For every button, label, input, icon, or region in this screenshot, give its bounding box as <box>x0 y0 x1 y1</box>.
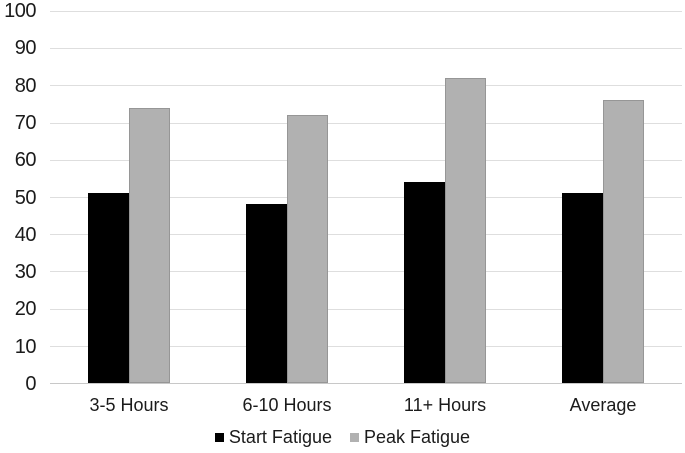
legend-item-peak-fatigue: Peak Fatigue <box>349 427 471 448</box>
y-axis-tick-label: 20 <box>14 298 37 321</box>
y-axis-tick-label: 40 <box>14 223 37 246</box>
bar-group <box>366 11 524 383</box>
y-axis-tick-label: 70 <box>14 111 37 134</box>
gridline <box>50 11 682 12</box>
gridline <box>50 271 682 273</box>
plot-area <box>50 11 682 384</box>
y-axis-tick-label: 100 <box>4 0 36 22</box>
gridline <box>50 122 682 124</box>
bar-groups <box>50 11 682 383</box>
gridline <box>50 345 682 347</box>
x-axis-label: 3-5 Hours <box>89 395 169 415</box>
start-fatigue-swatch-icon <box>214 433 224 442</box>
y-axis-tick-label: 80 <box>14 74 37 97</box>
x-axis-label: 6-10 Hours <box>242 395 332 415</box>
y-axis-tick-label: 30 <box>14 261 37 284</box>
legend-item-start-fatigue: Start Fatigue <box>214 427 332 448</box>
x-axis-label: 11+ Hours <box>403 395 487 415</box>
gridline <box>50 308 682 310</box>
legend-label-start-fatigue: Start Fatigue <box>228 427 332 447</box>
gridline <box>50 159 682 161</box>
y-axis-tick-label: 0 <box>25 373 36 395</box>
gridline <box>50 234 682 236</box>
x-axis-label: Average <box>569 395 637 415</box>
y-axis-tick-label: 10 <box>14 335 37 358</box>
gridline <box>50 85 682 87</box>
gridline <box>50 197 682 198</box>
bar-start-fatigue <box>404 182 445 383</box>
bar-peak-fatigue <box>287 115 328 383</box>
gridline <box>50 48 682 50</box>
y-axis-tick-label: 60 <box>14 149 37 172</box>
bar-group <box>50 11 208 383</box>
bar-group <box>208 11 366 383</box>
y-axis-tick-label: 50 <box>14 186 37 209</box>
bar-start-fatigue <box>246 204 287 383</box>
x-axis-category-labels: 3-5 Hours 6-10 Hours 11+ Hours Average <box>50 395 682 416</box>
bar-peak-fatigue <box>603 100 644 383</box>
bar-start-fatigue <box>562 193 603 383</box>
bar-peak-fatigue <box>129 107 170 383</box>
y-axis-tick-labels: 0 10 20 30 40 50 60 70 80 90 100 <box>0 0 38 453</box>
legend: Start Fatigue Peak Fatigue <box>0 427 685 448</box>
peak-fatigue-swatch-icon <box>349 433 359 442</box>
bar-peak-fatigue <box>445 77 486 383</box>
bar-group <box>524 11 682 383</box>
y-axis-tick-label: 90 <box>14 37 37 60</box>
legend-label-peak-fatigue: Peak Fatigue <box>363 427 471 447</box>
bar-start-fatigue <box>88 193 129 383</box>
